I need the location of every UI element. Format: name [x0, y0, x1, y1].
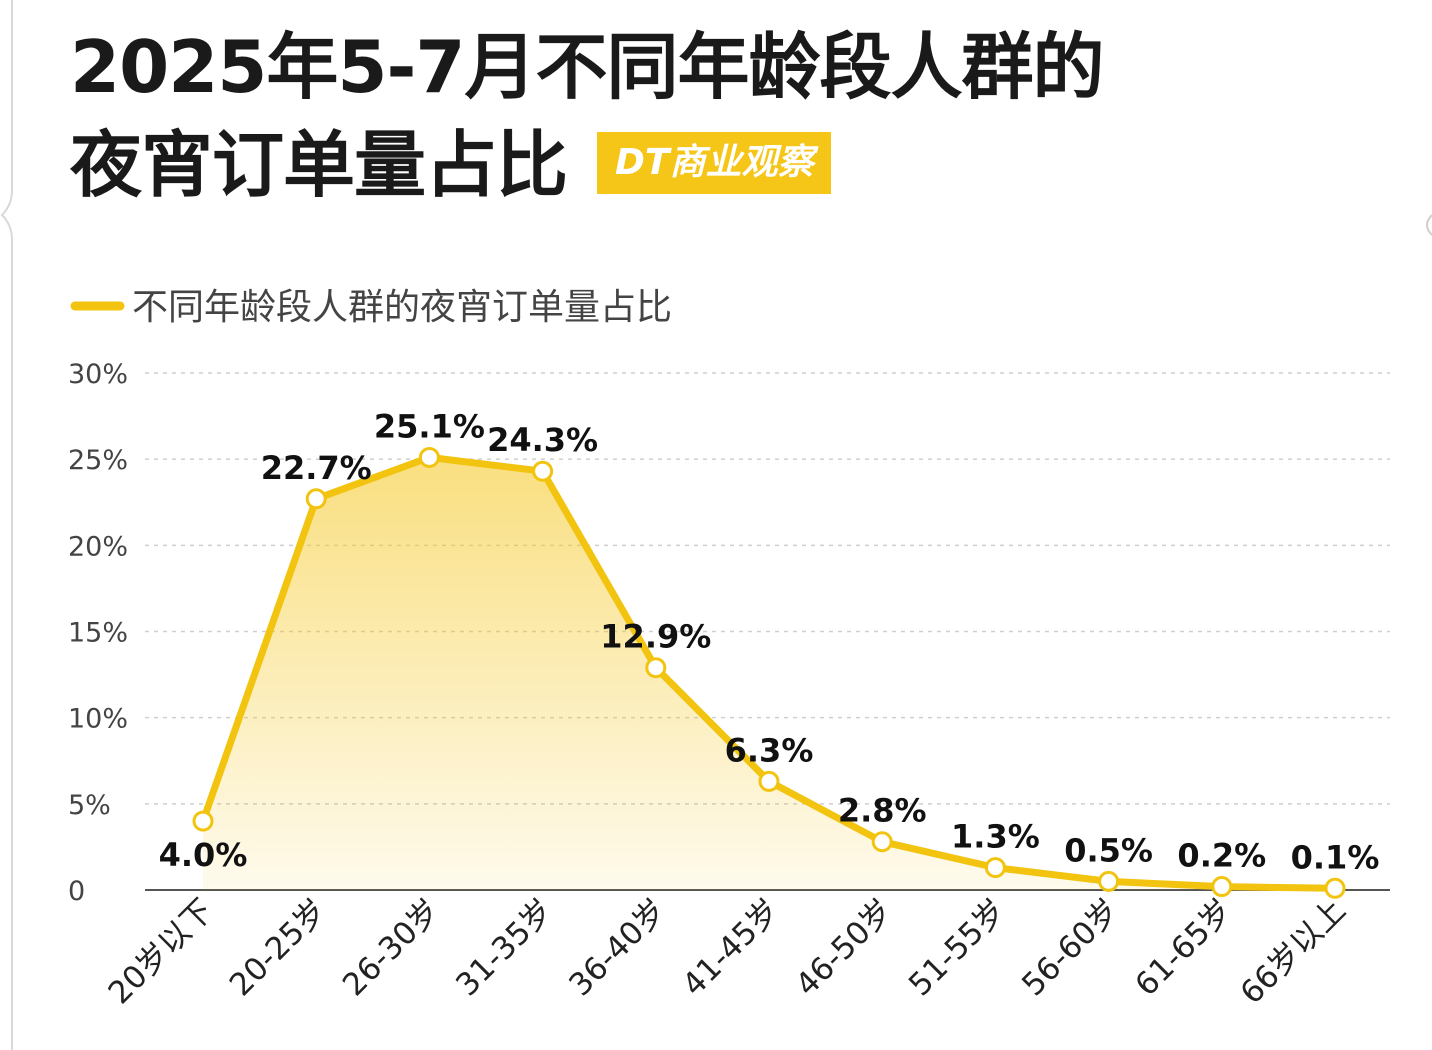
legend-label: 不同年龄段人群的夜宵订单量占比 [132, 287, 672, 328]
data-point [532, 460, 554, 482]
x-tick-label: 66岁以上 [1234, 892, 1353, 1011]
data-point [192, 810, 214, 832]
title-line-2-text: 夜宵订单量占比 [70, 123, 568, 207]
data-point [1211, 876, 1233, 898]
data-label: 25.1% [374, 407, 485, 445]
legend: 不同年龄段人群的夜宵订单量占比 [70, 287, 672, 328]
x-tick-label: 46-50岁 [789, 892, 900, 1003]
page-title: 2025年5-7月不同年龄段人群的 夜宵订单量占比 DT商业观察 [70, 18, 1104, 214]
data-point [984, 857, 1006, 879]
y-axis: 0 5% 10% 15% 20% 25% 30% [68, 359, 128, 907]
x-axis: 20岁以下 20-25岁 26-30岁 31-35岁 36-40岁 41-45岁 46-50… [102, 892, 1353, 1011]
y-tick-label: 30% [68, 359, 128, 390]
y-tick-label: 20% [68, 531, 128, 562]
y-tick-label: 15% [68, 618, 128, 649]
data-label: 24.3% [487, 421, 598, 459]
title-line-1: 2025年5-7月不同年龄段人群的 [70, 25, 1104, 109]
data-point [418, 446, 440, 468]
data-point [1098, 870, 1120, 892]
data-points [192, 446, 1346, 899]
x-tick-label: 26-30岁 [336, 892, 447, 1003]
data-labels: 4.0% 22.7%25.1% 24.3% 12.9% 6.3% 2.8% 1.3% 0.5%… [159, 407, 1380, 876]
data-point [871, 831, 893, 853]
brand-logo: DT商业观察 [597, 132, 832, 195]
x-tick-label: 51-55岁 [902, 892, 1013, 1003]
x-tick-label: 41-45岁 [676, 892, 787, 1003]
x-tick-label: 20-25岁 [223, 892, 334, 1003]
data-label: 0.2% [1177, 837, 1266, 875]
y-tick-label: 5% [68, 790, 111, 821]
y-tick-label: 25% [68, 445, 128, 476]
data-label: 2.8% [838, 792, 927, 830]
data-point [305, 488, 327, 510]
title-line-2: 夜宵订单量占比 DT商业观察 [70, 116, 1103, 214]
x-tick-label: 31-35岁 [449, 892, 560, 1003]
series-area [203, 457, 1335, 890]
data-point [758, 770, 780, 792]
data-label: 0.5% [1064, 831, 1153, 869]
data-label: 6.3% [725, 731, 814, 769]
x-tick-label: 61-65岁 [1128, 892, 1239, 1003]
data-label: 12.9% [600, 618, 711, 656]
frame-edge-left [0, 0, 13, 1050]
frame-edge-right [1426, 214, 1432, 236]
data-label: 22.7% [261, 449, 372, 487]
x-tick-label: 20岁以下 [102, 892, 221, 1011]
y-tick-label: 0 [68, 876, 85, 907]
data-point [645, 657, 667, 679]
data-label: 4.0% [159, 836, 248, 874]
x-tick-label: 36-40岁 [562, 892, 673, 1003]
x-tick-label: 56-60岁 [1015, 892, 1126, 1003]
data-point [1324, 877, 1346, 899]
y-tick-label: 10% [68, 704, 128, 735]
data-label: 1.3% [951, 818, 1040, 856]
data-label: 0.1% [1291, 838, 1380, 876]
